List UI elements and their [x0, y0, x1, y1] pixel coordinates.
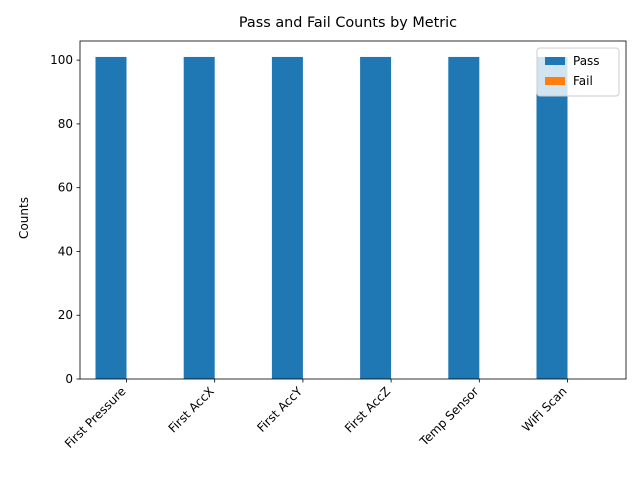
- bar-pass-4: [448, 56, 480, 380]
- y-tick-label: 100: [50, 53, 73, 67]
- y-tick-label: 40: [58, 244, 73, 258]
- plot-frame: [79, 40, 627, 380]
- x-tick-label: First AccZ: [342, 384, 393, 435]
- x-tick-label: First AccY: [254, 384, 305, 435]
- bar-pass-1: [183, 56, 215, 380]
- y-tick-label: 20: [58, 308, 73, 322]
- y-axis-ticks: 0 20 40 60 80 100: [50, 53, 80, 386]
- legend: Pass Fail: [536, 47, 620, 97]
- legend-label-fail: Fail: [573, 74, 593, 88]
- y-tick-label: 0: [65, 372, 73, 386]
- bar-pass-5: [536, 56, 568, 380]
- bar-pass-0: [95, 56, 127, 380]
- y-tick-label: 80: [58, 117, 73, 131]
- chart-title: Pass and Fail Counts by Metric: [239, 15, 457, 31]
- x-tick-label: WiFi Scan: [519, 384, 569, 434]
- legend-swatch-fail: [545, 77, 565, 85]
- bar-pass-2: [271, 56, 303, 380]
- x-tick-label: First AccX: [166, 384, 217, 435]
- x-axis-ticks: First Pressure First AccX First AccY First …: [62, 379, 570, 451]
- y-axis-label: Counts: [17, 197, 31, 239]
- legend-swatch-pass: [545, 57, 565, 65]
- bar-pass-3: [360, 56, 392, 380]
- y-tick-label: 60: [58, 181, 73, 195]
- bars-group: [95, 56, 568, 380]
- legend-label-pass: Pass: [573, 54, 600, 68]
- x-tick-label: First Pressure: [62, 384, 129, 451]
- x-tick-label: Temp Sensor: [416, 384, 481, 449]
